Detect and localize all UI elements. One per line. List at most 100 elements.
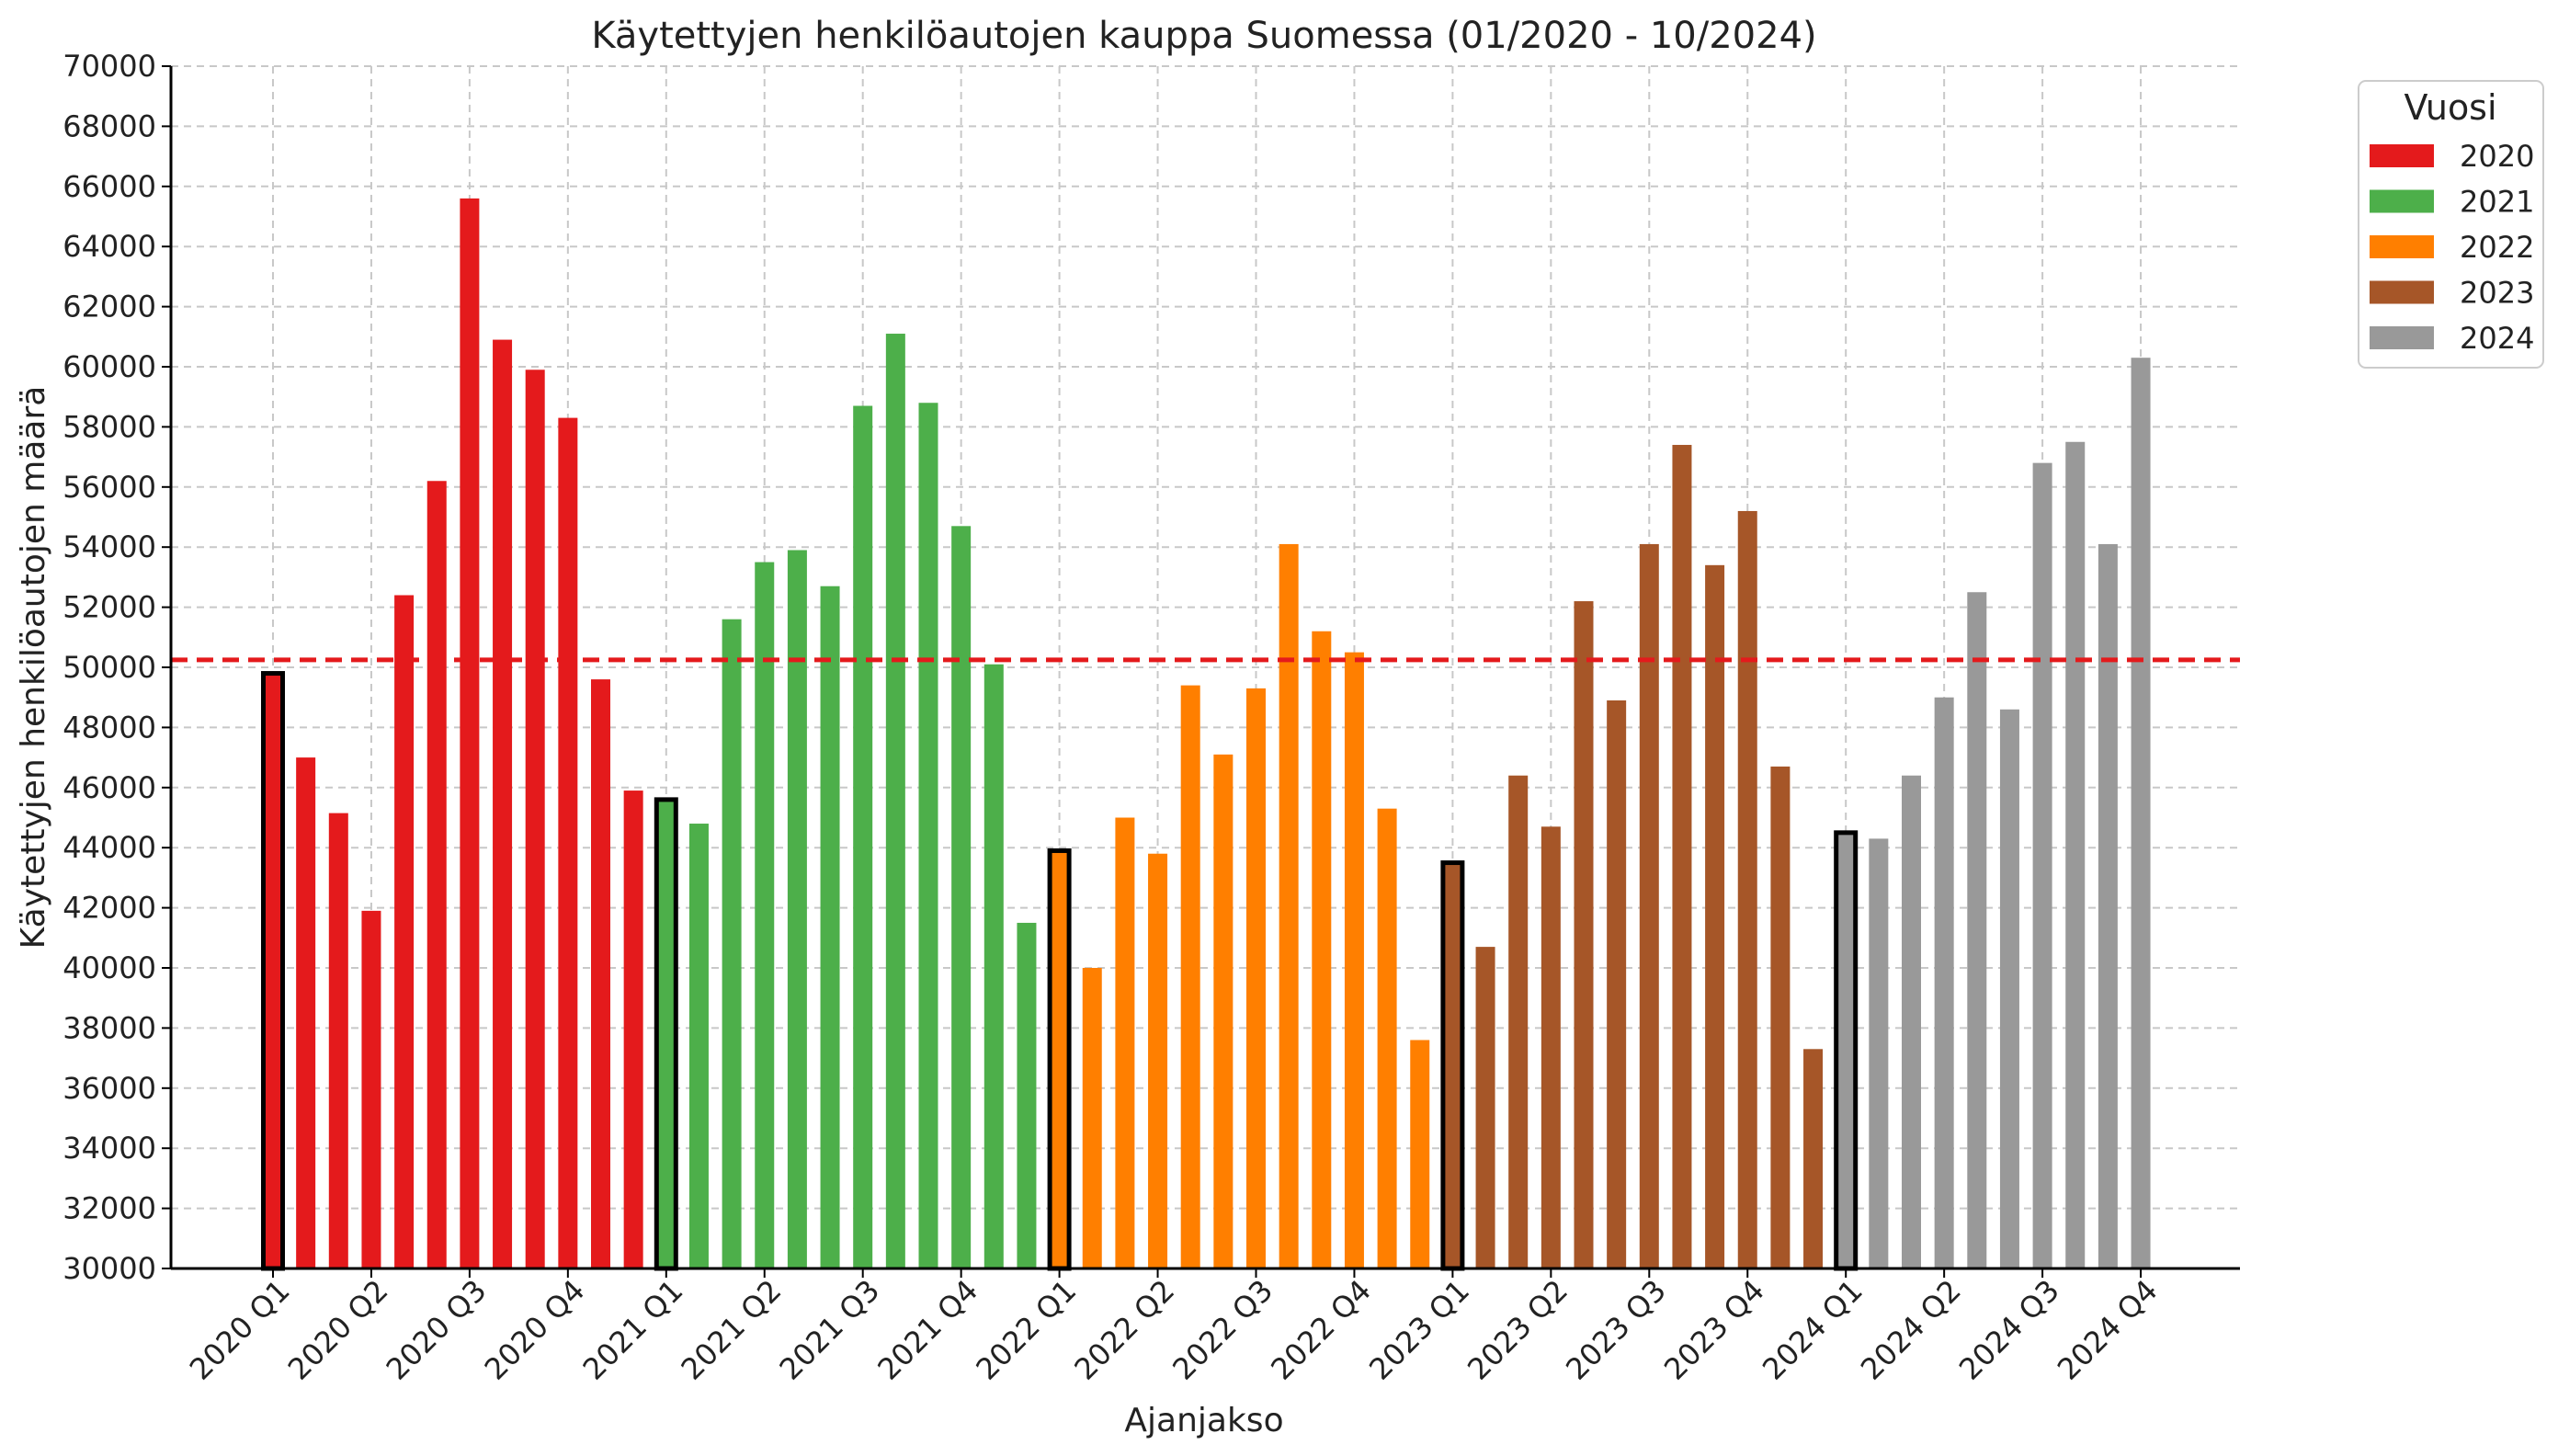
bar-2020-12 (623, 791, 643, 1268)
bar-2022-3 (1115, 817, 1135, 1268)
bar-2024-3 (1902, 775, 1921, 1268)
bar-2024-10 (2131, 358, 2151, 1268)
legend-label-2020: 2020 (2460, 139, 2534, 174)
bar-2024-8 (2065, 441, 2086, 1268)
y-tick-label: 56000 (63, 470, 156, 505)
y-tick-label: 48000 (63, 710, 156, 745)
y-tick-label: 50000 (63, 650, 156, 685)
bar-2023-4 (1540, 826, 1561, 1268)
legend-items: 2020 2021 2022 2023 2024 (2370, 139, 2534, 356)
bar-2024-1 (1834, 830, 1859, 1271)
horizontal-gridlines (171, 65, 2240, 1210)
bar-2020-7 (460, 198, 480, 1268)
legend-swatch-2023 (2370, 280, 2434, 304)
bar-2021-7 (853, 405, 873, 1268)
bar-2024-9 (2098, 543, 2118, 1268)
bar-2023-6 (1607, 700, 1627, 1268)
bar-2023-8 (1672, 445, 1692, 1268)
bar-2021-10 (951, 526, 972, 1268)
bar-2021-4 (755, 562, 775, 1268)
bar-2020-10 (558, 417, 578, 1269)
legend-label-2022: 2022 (2460, 230, 2534, 265)
y-tick-label: 68000 (63, 108, 156, 143)
bar-2022-1 (1047, 847, 1072, 1271)
bar-2021-12 (1017, 922, 1037, 1268)
bar-2021-6 (820, 586, 840, 1268)
legend-title: Vuosi (2404, 87, 2496, 128)
y-tick-label: 70000 (63, 49, 156, 84)
y-tick-label: 44000 (63, 830, 156, 865)
bar-2021-5 (787, 550, 807, 1268)
bar-2020-9 (525, 370, 545, 1268)
bar-2021-3 (722, 619, 742, 1268)
bar-2020-4 (361, 910, 381, 1268)
legend-swatch-2022 (2370, 235, 2434, 258)
y-tick-label: 54000 (63, 529, 156, 564)
bar-2022-8 (1279, 543, 1299, 1268)
legend-label-2024: 2024 (2460, 321, 2534, 356)
bar-2023-2 (1475, 947, 1495, 1268)
y-tick-label: 32000 (63, 1191, 156, 1226)
legend-label-2023: 2023 (2460, 276, 2534, 311)
bar-2022-6 (1213, 754, 1234, 1268)
bar-2023-3 (1508, 775, 1529, 1268)
y-tick-label: 38000 (63, 1010, 156, 1045)
bar-2021-9 (918, 403, 938, 1268)
bar-2022-9 (1312, 631, 1332, 1268)
y-tick-label: 58000 (63, 409, 156, 444)
bar-2023-11 (1770, 766, 1791, 1268)
bar-2020-2 (296, 757, 316, 1268)
bar-2023-5 (1574, 601, 1594, 1268)
vertical-gridlines (272, 66, 2143, 1268)
legend-label-2021: 2021 (2460, 185, 2534, 220)
bar-2023-10 (1737, 510, 1757, 1268)
legend-swatch-2020 (2370, 144, 2434, 167)
bar-2022-2 (1082, 968, 1102, 1268)
y-tick-label: 62000 (63, 290, 156, 324)
bar-2021-8 (885, 334, 905, 1268)
legend: Vuosi 2020 2021 2022 2023 2024 (2358, 80, 2544, 369)
legend-swatch-2024 (2370, 326, 2434, 349)
bar-2024-2 (1869, 838, 1889, 1268)
bar-2022-10 (1344, 652, 1364, 1268)
bar-2022-12 (1410, 1040, 1430, 1268)
bar-2023-9 (1705, 564, 1725, 1268)
bar-2022-4 (1148, 853, 1168, 1268)
bar-2022-11 (1377, 808, 1397, 1268)
bar-2023-12 (1803, 1049, 1824, 1268)
y-tick-label: 60000 (63, 349, 156, 384)
y-tick-label: 46000 (63, 770, 156, 805)
x-axis-label: Ajanjakso (1124, 1402, 1283, 1439)
legend-swatch-2021 (2370, 189, 2434, 213)
bar-2020-5 (394, 595, 415, 1268)
y-tick-label: 42000 (63, 891, 156, 926)
y-tick-label: 40000 (63, 950, 156, 985)
y-tick-label: 30000 (63, 1251, 156, 1286)
bar-2022-5 (1180, 685, 1200, 1268)
chart-title: Käytettyjen henkilöautojen kauppa Suomes… (591, 15, 1816, 57)
bar-2020-6 (426, 481, 447, 1268)
y-tick-label: 36000 (63, 1071, 156, 1106)
bar-2024-7 (2032, 462, 2052, 1268)
bar-2024-6 (1999, 709, 2019, 1268)
bar-2021-11 (983, 664, 1004, 1268)
bar-2024-4 (1934, 697, 1954, 1268)
bar-2024-5 (1967, 592, 1987, 1268)
bar-2020-3 (328, 813, 348, 1268)
bar-2023-1 (1440, 860, 1465, 1271)
bar-2020-11 (591, 679, 610, 1268)
y-tick-label: 34000 (63, 1131, 156, 1166)
bar-2021-1 (654, 797, 678, 1271)
bar-2021-2 (688, 824, 709, 1268)
y-tick-label: 52000 (63, 590, 156, 625)
bars-group (261, 198, 2151, 1271)
y-tick-label: 64000 (63, 229, 156, 264)
bar-2022-7 (1246, 688, 1266, 1268)
bar-2023-7 (1639, 543, 1659, 1268)
bar-2020-1 (261, 671, 285, 1271)
y-tick-label: 66000 (63, 169, 156, 204)
y-tick-labels: 30000 32000 34000 36000 38000 40000 42000 44000… (63, 49, 171, 1286)
bar-2020-8 (493, 339, 513, 1268)
